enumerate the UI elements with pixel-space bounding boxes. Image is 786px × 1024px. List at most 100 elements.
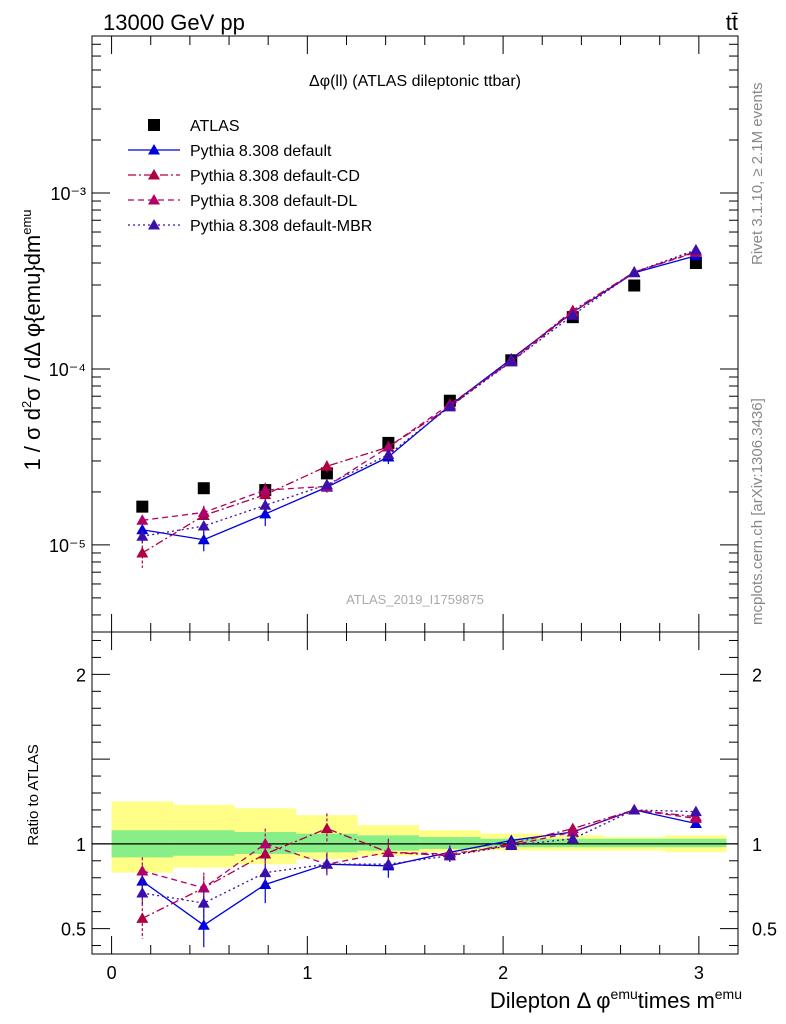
legend-item: Pythia 8.308 default-MBR bbox=[128, 218, 372, 235]
triangle-marker bbox=[136, 530, 149, 541]
triangle-marker bbox=[382, 441, 395, 452]
process-label: tt̄ bbox=[726, 10, 738, 35]
x-axis-label: Dilepton Δ φemutimes memu bbox=[490, 986, 742, 1013]
ratio-panel: 0.5 0.5 1 1 2 2 0 1 2 3 bbox=[61, 631, 777, 983]
main-panel: 10⁻⁵ 10⁻⁴ 10⁻³ Δφ(ll) (ATLAS dileptonic tt… bbox=[49, 35, 739, 633]
legend-label: Pythia 8.308 default bbox=[190, 143, 332, 160]
x-tick-label: 0 bbox=[107, 963, 117, 983]
plot-title: Δφ(ll) (ATLAS dileptonic ttbar) bbox=[309, 73, 521, 90]
triangle-marker bbox=[259, 878, 272, 890]
ratio-y-tick-label: 2 bbox=[76, 665, 86, 685]
triangle-marker bbox=[136, 886, 149, 898]
ratio-y-tick-label: 0.5 bbox=[61, 920, 86, 940]
triangle-marker bbox=[148, 194, 160, 205]
triangle-marker bbox=[197, 919, 210, 930]
triangle-marker bbox=[320, 822, 333, 834]
ratio-y-tick-label-right: 1 bbox=[752, 835, 762, 855]
main-series bbox=[136, 243, 702, 568]
triangle-marker bbox=[259, 499, 272, 510]
triangle-marker bbox=[259, 837, 272, 849]
ratio-y-axis-label: Ratio to ATLAS bbox=[25, 744, 42, 845]
triangle-marker bbox=[566, 825, 579, 837]
square-marker bbox=[136, 500, 149, 513]
series-line bbox=[142, 255, 697, 541]
x-tick-label: 3 bbox=[694, 963, 704, 983]
triangle-marker bbox=[259, 507, 272, 519]
inner-band-segment bbox=[295, 833, 358, 853]
energy-label: 13000 GeV pp bbox=[103, 10, 245, 35]
triangle-marker bbox=[148, 144, 160, 155]
ratio-series bbox=[136, 803, 702, 948]
triangle-marker bbox=[566, 309, 579, 320]
triangle-marker bbox=[136, 523, 149, 535]
triangle-marker bbox=[197, 520, 210, 531]
series-line bbox=[142, 809, 696, 919]
legend-item: Pythia 8.308 default-DL bbox=[128, 193, 357, 210]
triangle-marker bbox=[443, 849, 456, 861]
legend-label: Pythia 8.308 default-DL bbox=[190, 193, 357, 210]
triangle-marker bbox=[320, 478, 333, 490]
triangle-marker bbox=[320, 858, 333, 869]
triangle-marker bbox=[136, 514, 149, 525]
y-tick-label: 10⁻³ bbox=[50, 184, 86, 204]
series-line bbox=[142, 809, 696, 904]
legend-label: Pythia 8.308 default-CD bbox=[190, 168, 360, 185]
triangle-marker bbox=[382, 846, 395, 857]
mcplots-label: mcplots.cern.ch [arXiv:1306.3436] bbox=[749, 398, 766, 625]
square-marker bbox=[628, 279, 641, 292]
legend: ATLAS Pythia 8.308 default Pythia 8.308 de… bbox=[128, 118, 372, 235]
triangle-marker bbox=[148, 219, 160, 230]
ratio-y-tick-label-right: 2 bbox=[752, 665, 762, 685]
series-line bbox=[142, 251, 697, 521]
inner-band-segment bbox=[419, 837, 481, 849]
triangle-marker bbox=[628, 803, 641, 815]
legend-item: ATLAS bbox=[148, 118, 240, 135]
y-tick-label: 10⁻⁴ bbox=[49, 360, 86, 380]
series-pythia-8-308-default-mbr bbox=[136, 803, 702, 917]
triangle-marker bbox=[136, 864, 149, 876]
series-line bbox=[141, 250, 697, 554]
legend-item: Pythia 8.308 default bbox=[128, 143, 332, 160]
ratio-y-tick-label: 1 bbox=[76, 835, 86, 855]
series-line bbox=[142, 809, 697, 889]
main-axes: 10⁻⁵ 10⁻⁴ 10⁻³ bbox=[49, 36, 738, 632]
inner-band-segment bbox=[603, 838, 665, 848]
rivet-label: Rivet 3.1.10, ≥ 2.1M events bbox=[749, 83, 766, 266]
ratio-frame bbox=[91, 631, 739, 955]
triangle-marker bbox=[566, 832, 579, 844]
series-atlas bbox=[136, 257, 702, 513]
analysis-watermark: ATLAS_2019_I1759875 bbox=[346, 592, 484, 607]
series-line bbox=[141, 809, 697, 926]
main-frame bbox=[91, 35, 739, 633]
inner-band-segment bbox=[173, 830, 235, 856]
x-tick-label: 2 bbox=[498, 963, 508, 983]
triangle-marker bbox=[148, 169, 160, 180]
triangle-marker bbox=[197, 533, 210, 545]
triangle-marker bbox=[505, 839, 518, 851]
square-marker bbox=[148, 119, 160, 131]
triangle-marker bbox=[259, 848, 272, 859]
triangle-marker bbox=[259, 866, 272, 878]
triangle-marker bbox=[197, 506, 210, 517]
inner-band-segment bbox=[664, 838, 727, 848]
y-tick-label: 10⁻⁵ bbox=[49, 536, 86, 556]
triangle-marker bbox=[443, 400, 456, 412]
triangle-marker bbox=[689, 243, 702, 255]
triangle-marker bbox=[689, 805, 702, 817]
legend-label: Pythia 8.308 default-MBR bbox=[190, 218, 372, 235]
x-tick-label: 1 bbox=[302, 963, 312, 983]
ratio-y-tick-label-right: 0.5 bbox=[752, 920, 777, 940]
triangle-marker bbox=[382, 858, 395, 869]
triangle-marker bbox=[689, 812, 702, 823]
triangle-marker bbox=[320, 460, 333, 471]
triangle-marker bbox=[505, 355, 518, 367]
triangle-marker bbox=[197, 881, 210, 893]
triangle-marker bbox=[136, 912, 149, 923]
series-pythia-8-308-default-dl bbox=[136, 246, 702, 526]
ratio-axes: 0.5 0.5 1 1 2 2 0 1 2 3 bbox=[61, 632, 777, 983]
triangle-marker bbox=[628, 266, 641, 277]
legend-item: Pythia 8.308 default-CD bbox=[128, 168, 360, 185]
triangle-marker bbox=[197, 897, 210, 908]
main-y-axis-label: 1 / σ d2σ / dΔ φ{emu}dmemu bbox=[19, 209, 45, 470]
